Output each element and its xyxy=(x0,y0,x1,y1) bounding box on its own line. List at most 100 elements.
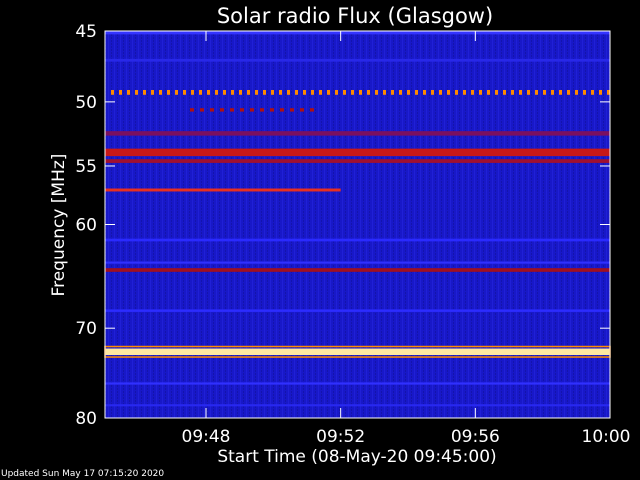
x-tick-label-2: 09:56 xyxy=(451,427,500,447)
band-3-mark xyxy=(210,108,214,112)
band-3-mark xyxy=(190,108,194,112)
y-tick-label-3: 60 xyxy=(75,216,97,236)
band-3 xyxy=(190,108,314,112)
band-2-mark xyxy=(295,89,298,95)
band-2-mark xyxy=(535,89,538,95)
band-2-mark xyxy=(495,89,498,95)
band-2-mark xyxy=(183,89,186,95)
band-2-mark xyxy=(311,89,314,95)
band-2-mark xyxy=(159,89,162,95)
band-2-mark xyxy=(415,89,418,95)
y-axis-bracket-close: ] xyxy=(49,154,69,161)
band-3-mark xyxy=(280,108,284,112)
band-2-mark xyxy=(399,89,402,95)
band-2-mark xyxy=(463,89,466,95)
band-2-mark xyxy=(527,89,530,95)
band-2-mark xyxy=(271,89,274,95)
band-2-mark xyxy=(511,89,514,95)
band-2-mark xyxy=(407,89,410,95)
band-13 xyxy=(105,382,610,385)
band-8 xyxy=(105,238,610,242)
band-2-mark xyxy=(471,89,474,95)
band-2-mark xyxy=(599,89,602,95)
band-2-mark xyxy=(167,89,170,95)
band-2-mark xyxy=(607,89,610,95)
band-2-mark xyxy=(119,89,122,95)
band-2-mark xyxy=(487,89,490,95)
band-11 xyxy=(105,309,610,312)
x-tick-label-1: 09:52 xyxy=(316,427,365,447)
chart-title: Solar radio Flux (Glasgow) xyxy=(217,4,493,28)
band-2-mark xyxy=(175,89,178,95)
y-axis-ticks: 45 50 55 60 70 80 xyxy=(75,22,610,429)
band-3-mark xyxy=(220,108,224,112)
band-4 xyxy=(105,131,610,136)
band-2-mark xyxy=(447,89,450,95)
band-0 xyxy=(105,30,610,35)
band-2-mark xyxy=(575,89,578,95)
band-2-mark xyxy=(247,89,250,95)
band-2-mark xyxy=(239,89,242,95)
band-2-mark xyxy=(199,89,202,95)
band-2 xyxy=(111,89,610,95)
band-2-mark xyxy=(383,89,386,95)
band-2-mark xyxy=(543,89,546,95)
band-2-mark xyxy=(303,89,306,95)
band-2-mark xyxy=(343,89,346,95)
band-2-mark xyxy=(519,89,522,95)
y-tick-label-5: 80 xyxy=(75,409,97,429)
band-2-mark xyxy=(583,89,586,95)
y-tick-label-0: 45 xyxy=(75,22,97,42)
band-2-mark xyxy=(263,89,266,95)
band-1 xyxy=(105,58,610,62)
band-2-mark xyxy=(591,89,594,95)
band-3-mark xyxy=(240,108,244,112)
band-3-mark xyxy=(200,108,204,112)
band-6 xyxy=(105,159,610,163)
band-2-mark xyxy=(111,89,114,95)
band-2-mark xyxy=(367,89,370,95)
band-9 xyxy=(105,261,610,264)
band-2-mark xyxy=(551,89,554,95)
band-3-mark xyxy=(230,108,234,112)
band-7 xyxy=(105,188,341,192)
band-14 xyxy=(105,404,610,407)
band-3-mark xyxy=(260,108,264,112)
x-tick-label-0: 09:48 xyxy=(182,427,231,447)
spectrogram-bands xyxy=(104,30,611,407)
band-5 xyxy=(105,148,610,157)
band-2-mark xyxy=(391,89,394,95)
band-2-mark xyxy=(423,89,426,95)
band-2-mark xyxy=(135,89,138,95)
band-2-mark xyxy=(455,89,458,95)
band-2-mark xyxy=(287,89,290,95)
band-2-mark xyxy=(279,89,282,95)
band-3-mark xyxy=(270,108,274,112)
x-axis-label: Start Time (08-May-20 09:45:00) xyxy=(217,447,496,467)
band-3-mark xyxy=(290,108,294,112)
band-2-mark xyxy=(439,89,442,95)
y-tick-label-2: 55 xyxy=(75,157,97,177)
band-2-mark xyxy=(351,89,354,95)
band-2-mark xyxy=(559,89,562,95)
band-12 xyxy=(105,348,610,356)
band-3-mark xyxy=(300,108,304,112)
y-axis-label: Frequency [MHz] xyxy=(49,154,69,297)
band-2-mark xyxy=(479,89,482,95)
plot-background xyxy=(105,31,610,418)
band-2-mark xyxy=(223,89,226,95)
band-2-mark xyxy=(359,89,362,95)
band-2-mark xyxy=(231,89,234,95)
y-tick-label-1: 50 xyxy=(75,93,97,113)
band-2-mark xyxy=(375,89,378,95)
updated-timestamp: Updated Sun May 17 07:15:20 2020 xyxy=(1,469,165,479)
y-tick-label-4: 70 xyxy=(75,319,97,339)
band-3-mark xyxy=(310,108,314,112)
y-axis-bracket-open: [ xyxy=(49,197,69,204)
y-axis-unit: MHz xyxy=(49,160,69,196)
band-2-mark xyxy=(127,89,130,95)
band-2-mark xyxy=(567,89,570,95)
band-2-mark xyxy=(327,89,330,95)
y-axis-label-prefix: Frequency xyxy=(49,203,69,296)
